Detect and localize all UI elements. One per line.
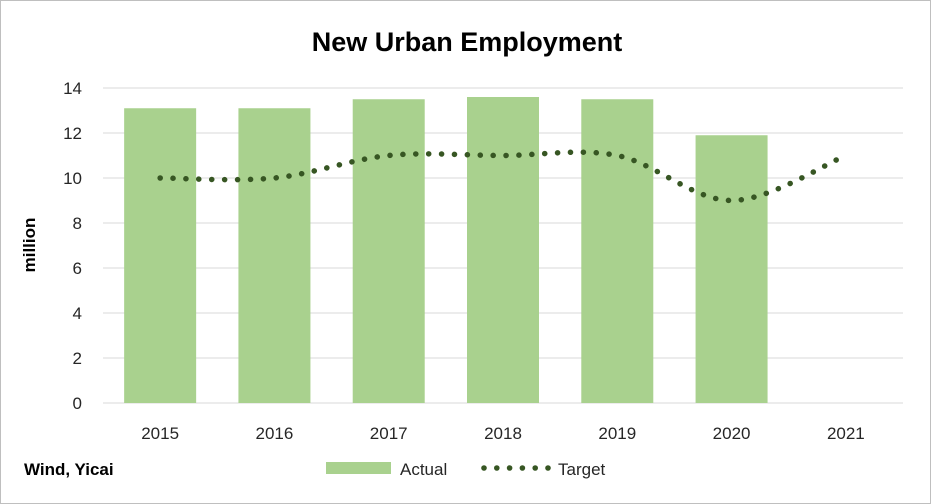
target-line bbox=[157, 149, 849, 204]
legend-swatch-actual bbox=[326, 462, 391, 474]
y-axis-ticks: 0 2 4 6 8 10 12 14 bbox=[63, 79, 82, 413]
bar-2019 bbox=[581, 99, 654, 403]
legend: Actual Target bbox=[326, 460, 606, 479]
legend-target-dot bbox=[481, 465, 487, 471]
y-tick-label: 4 bbox=[73, 304, 82, 323]
bar-series-actual bbox=[124, 97, 768, 403]
legend-swatch-target bbox=[481, 465, 551, 471]
bar-2018 bbox=[467, 97, 539, 403]
y-tick-label: 8 bbox=[73, 214, 82, 233]
source-note: Wind, Yicai bbox=[24, 460, 114, 479]
chart-title: New Urban Employment bbox=[312, 27, 623, 57]
legend-target-dot bbox=[494, 465, 500, 471]
legend-label-target: Target bbox=[558, 460, 606, 479]
x-tick-label: 2018 bbox=[484, 424, 522, 443]
legend-target-dot bbox=[519, 465, 526, 471]
bar-2015 bbox=[124, 108, 197, 403]
y-tick-label: 12 bbox=[63, 124, 82, 143]
y-tick-label: 0 bbox=[73, 394, 82, 413]
x-tick-label: 2019 bbox=[598, 424, 636, 443]
legend-target-dot bbox=[506, 465, 513, 471]
x-tick-label: 2016 bbox=[256, 424, 294, 443]
y-tick-label: 14 bbox=[63, 79, 82, 98]
x-tick-label: 2015 bbox=[141, 424, 179, 443]
bar-2016 bbox=[238, 108, 311, 403]
x-tick-label: 2020 bbox=[713, 424, 751, 443]
y-tick-label: 6 bbox=[73, 259, 82, 278]
x-axis-ticks: 2015 2016 2017 2018 2019 2020 2021 bbox=[141, 424, 865, 443]
legend-label-actual: Actual bbox=[400, 460, 447, 479]
bar-2017 bbox=[352, 99, 425, 403]
y-tick-label: 10 bbox=[63, 169, 82, 188]
y-tick-label: 2 bbox=[73, 349, 82, 368]
x-tick-label: 2017 bbox=[370, 424, 408, 443]
x-tick-label: 2021 bbox=[827, 424, 865, 443]
line-series-target bbox=[157, 149, 849, 204]
bar-2020 bbox=[695, 135, 768, 403]
legend-target-dot bbox=[545, 465, 551, 471]
y-axis-label: million bbox=[20, 218, 39, 273]
legend-target-dot bbox=[532, 465, 538, 471]
